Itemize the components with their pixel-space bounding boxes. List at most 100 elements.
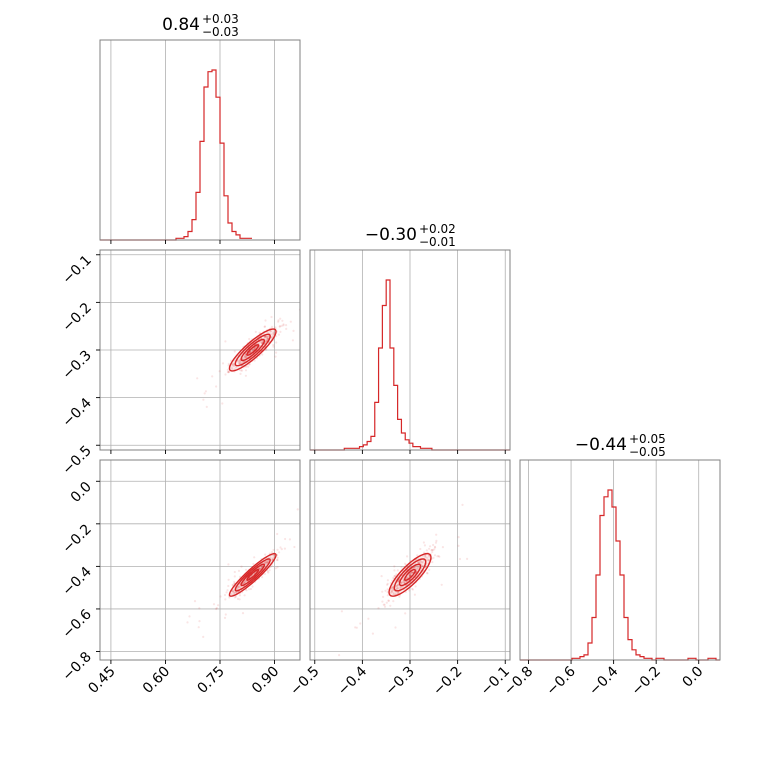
sample-point [186,621,189,624]
sample-point [248,363,251,366]
sample-point [244,369,248,372]
sample-point [114,485,116,487]
sample-point [395,573,398,576]
sample-point [232,362,235,365]
sample-point [275,558,279,562]
sample-point [270,336,274,339]
sample-point [237,361,240,364]
sample-point [276,556,279,559]
sample-point [381,600,384,603]
sample-point [224,613,227,616]
sample-point [241,360,244,364]
sample-point [275,351,278,354]
sample-point [389,604,392,607]
sample-point [416,566,419,570]
sample-point [277,320,280,323]
sample-point [458,557,462,561]
joint-panel-0-2: 0.45 0.60 0.75 0.90 −0.8 −0.6 −0.4 −0.2 0.0 [59,459,313,697]
sample-point [234,591,237,594]
sample-point [205,405,208,408]
sample-point [264,562,267,565]
sample-point [224,598,227,601]
sample-point [228,596,231,599]
sample-point [282,323,285,326]
panel-border [99,39,301,241]
histogram-step-param-2 [520,489,720,661]
sample-point [435,533,438,536]
sample-point [426,556,429,559]
sample-point [227,584,230,588]
sample-point [258,331,261,334]
sample-point [245,356,248,359]
sample-point [217,604,220,607]
sample-point [264,319,267,322]
sample-point [389,592,392,595]
sample-point [400,581,403,585]
title-param-2: −0.44 [575,435,627,455]
sample-point [227,578,230,581]
sample-point [267,334,270,338]
sample-point [426,558,429,562]
sample-point [420,560,423,563]
sample-point [261,353,264,356]
sample-point [393,592,396,595]
sample-point [422,564,425,568]
sample-point [243,355,246,358]
y-tick-label: −0.8 [59,649,94,684]
sample-point [429,545,432,548]
sample-point [232,364,235,367]
sample-point [274,355,277,358]
sample-point [423,551,426,554]
sample-point [238,594,241,597]
sample-point [245,589,248,592]
density-contour [388,552,432,597]
y-tick-label: −0.3 [59,348,94,383]
sample-point [215,607,218,611]
sample-point [390,590,393,593]
sample-point [232,589,235,592]
sample-point [426,571,429,575]
sample-point [261,565,264,568]
sample-point [400,581,403,584]
sample-point [426,572,429,575]
sample-point [392,600,395,603]
sample-point [415,568,418,571]
sample-point [227,364,230,367]
sample-point [280,324,283,327]
sample-point [264,335,267,338]
sample-point [424,556,427,559]
sample-point [340,610,343,613]
sample-point [278,325,282,328]
sample-point [266,337,269,340]
sample-point [431,561,434,564]
sample-point [221,362,225,365]
sample-point [419,547,422,551]
sample-point [247,365,250,368]
sample-point [261,576,264,579]
sample-point [252,562,255,566]
sample-point [433,548,436,551]
sample-point [390,589,393,593]
sample-point [238,583,241,586]
x-tick-label: −0.5 [287,664,322,699]
sample-point [282,324,285,327]
sample-point [457,536,460,539]
sample-point [400,586,403,589]
sample-point [383,603,386,606]
panel-border [99,459,301,661]
sample-point [386,594,389,597]
sample-point [386,582,389,585]
sample-point [311,526,313,528]
sample-point [202,398,205,401]
sample-point [261,340,264,343]
sample-point [196,377,199,380]
sample-point [243,354,246,358]
sample-point [265,348,268,351]
sample-point [261,340,264,343]
sample-point [396,583,399,587]
sample-point [266,570,269,573]
x-tick-label: 0.45 [85,664,118,697]
sample-point [258,567,262,570]
sample-point [244,353,247,356]
sample-point [237,359,240,362]
